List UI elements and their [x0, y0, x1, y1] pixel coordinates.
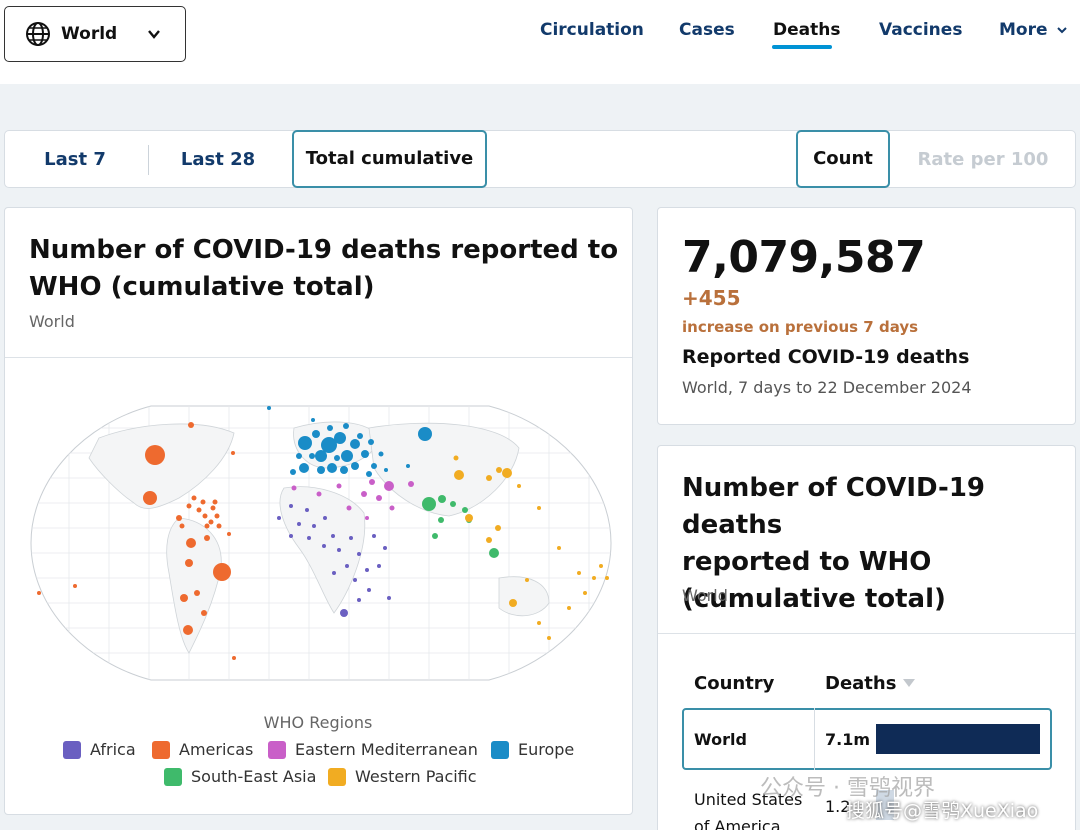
tab-total-cumulative[interactable]: Total cumulative: [292, 130, 487, 188]
country-cell: World: [694, 730, 747, 749]
filter-bar: Last 7 days Last 28 days Total cumulativ…: [4, 130, 1076, 228]
world-map[interactable]: [29, 398, 613, 688]
legend-item-americas[interactable]: Americas: [152, 740, 253, 759]
toggle-count[interactable]: Count: [796, 130, 890, 188]
sort-descending-icon[interactable]: [902, 678, 916, 688]
country-cell: United States: [694, 790, 803, 809]
map-card: Number of COVID-19 deaths reported to WH…: [4, 207, 633, 815]
divider: [814, 708, 815, 770]
legend-label: South-East Asia: [191, 767, 317, 786]
chevron-down-icon: [148, 30, 160, 39]
divider: [5, 357, 632, 358]
nav-vaccines[interactable]: Vaccines: [879, 20, 963, 40]
legend-label: Europe: [518, 740, 575, 759]
table-card-title: Number of COVID-19 deaths reported to WH…: [682, 470, 1075, 618]
table-row[interactable]: United States of America: [694, 786, 802, 830]
data-bubbles: [37, 406, 609, 660]
column-header-country[interactable]: Country: [694, 673, 775, 694]
nav-more-label: More: [999, 20, 1048, 40]
land-masses: [88, 421, 550, 654]
weekly-delta: +455: [682, 286, 741, 310]
table-card-title-line: reported to WHO: [682, 547, 932, 577]
legend-label: Western Pacific: [355, 767, 477, 786]
map-card-title-line: WHO (cumulative total): [29, 272, 375, 302]
country-cell: of America: [694, 817, 781, 830]
region-selector[interactable]: World: [4, 6, 186, 62]
legend-swatch: [63, 740, 81, 759]
legend-item-south-east-asia[interactable]: South-East Asia: [164, 767, 316, 786]
legend-item-eastern-mediterranean[interactable]: Eastern Mediterranean: [268, 740, 478, 759]
table-card-title-line: (cumulative total): [682, 584, 946, 614]
divider: [148, 145, 149, 175]
nav-more[interactable]: More: [999, 20, 1068, 40]
legend-swatch: [491, 740, 509, 759]
table-card-subtitle: World: [682, 586, 728, 605]
nav-deaths[interactable]: Deaths: [773, 20, 841, 40]
column-header-deaths[interactable]: Deaths: [825, 673, 897, 694]
legend-swatch: [164, 767, 182, 786]
delta-note: increase on previous 7 days: [682, 318, 919, 336]
map-card-subtitle: World: [29, 312, 75, 331]
tab-last-7-days[interactable]: Last 7 days: [44, 149, 106, 228]
chevron-down-icon: [1057, 27, 1068, 34]
map-card-title: Number of COVID-19 deaths reported to WH…: [29, 232, 618, 306]
stat-card: 7,079,587 +455 increase on previous 7 da…: [657, 207, 1076, 425]
table-card-title-line: Number of COVID-19 deaths: [682, 473, 986, 540]
active-tab-indicator: [772, 45, 832, 49]
legend-item-western-pacific[interactable]: Western Pacific: [328, 767, 477, 786]
legend-label: Africa: [90, 740, 136, 759]
stat-label: Reported COVID-19 deaths: [682, 346, 970, 368]
legend-item-europe[interactable]: Europe: [491, 740, 574, 759]
watermark: 公众号 · 雪鸮视界: [760, 776, 935, 801]
total-deaths-value: 7,079,587: [682, 232, 926, 283]
legend-swatch: [152, 740, 170, 759]
tab-last-28-days[interactable]: Last 28 days: [180, 149, 256, 228]
legend-label: Americas: [179, 740, 254, 759]
legend-swatch: [328, 767, 346, 786]
deaths-bar: [876, 724, 1040, 754]
divider: [658, 633, 1075, 634]
nav-cases[interactable]: Cases: [679, 20, 735, 40]
map-card-title-line: Number of COVID-19 deaths reported to: [29, 235, 619, 265]
legend-swatch: [268, 740, 286, 759]
legend-item-africa[interactable]: Africa: [63, 740, 136, 759]
stat-period: World, 7 days to 22 December 2024: [682, 378, 972, 397]
deaths-cell: 1.2: [825, 797, 851, 816]
watermark: 搜狐号@雪鸮XueXiao: [846, 800, 1039, 822]
toggle-rate-per-100000[interactable]: Rate per 100 000: [917, 149, 1049, 228]
deaths-cell: 7.1m: [825, 730, 871, 749]
top-bar: World Circulation Cases Deaths Vaccines …: [0, 0, 1080, 84]
region-label: World: [61, 24, 118, 44]
nav-circulation[interactable]: Circulation: [540, 20, 644, 40]
deaths-bar: [876, 790, 894, 820]
legend-title: WHO Regions: [263, 713, 373, 732]
table-card: Number of COVID-19 deaths reported to WH…: [657, 445, 1076, 830]
globe-icon: [26, 22, 50, 46]
legend-label: Eastern Mediterranean: [295, 740, 478, 759]
